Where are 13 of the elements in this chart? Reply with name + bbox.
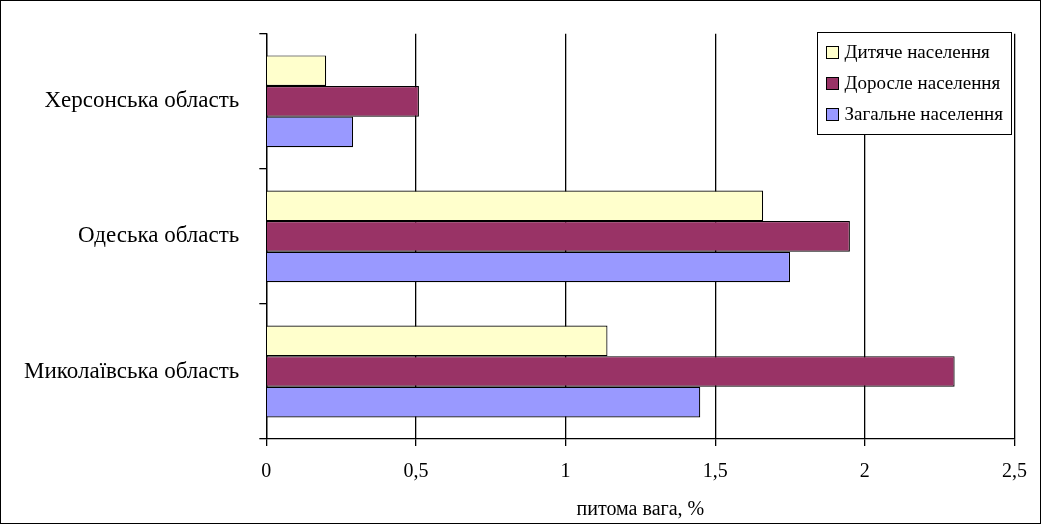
y-tick-label: Херсонська область bbox=[44, 87, 240, 113]
legend-label: Дитяче населення bbox=[844, 41, 990, 64]
x-tick-label: 1 bbox=[560, 459, 571, 482]
x-tick-label: 0 bbox=[261, 459, 272, 482]
y-tick-label: Одеська область bbox=[77, 222, 240, 248]
x-tick-label: 2,5 bbox=[1002, 459, 1027, 482]
x-axis-title: питома вага, % bbox=[576, 497, 705, 520]
legend-label: Загальне населення bbox=[844, 103, 1004, 126]
legend-label: Доросле населення bbox=[844, 72, 1001, 95]
x-tick-label: 1,5 bbox=[702, 459, 728, 482]
y-tick-label: Миколаївська область bbox=[24, 357, 240, 383]
x-tick-label: 2 bbox=[859, 459, 870, 482]
x-tick-label: 0,5 bbox=[403, 459, 429, 482]
